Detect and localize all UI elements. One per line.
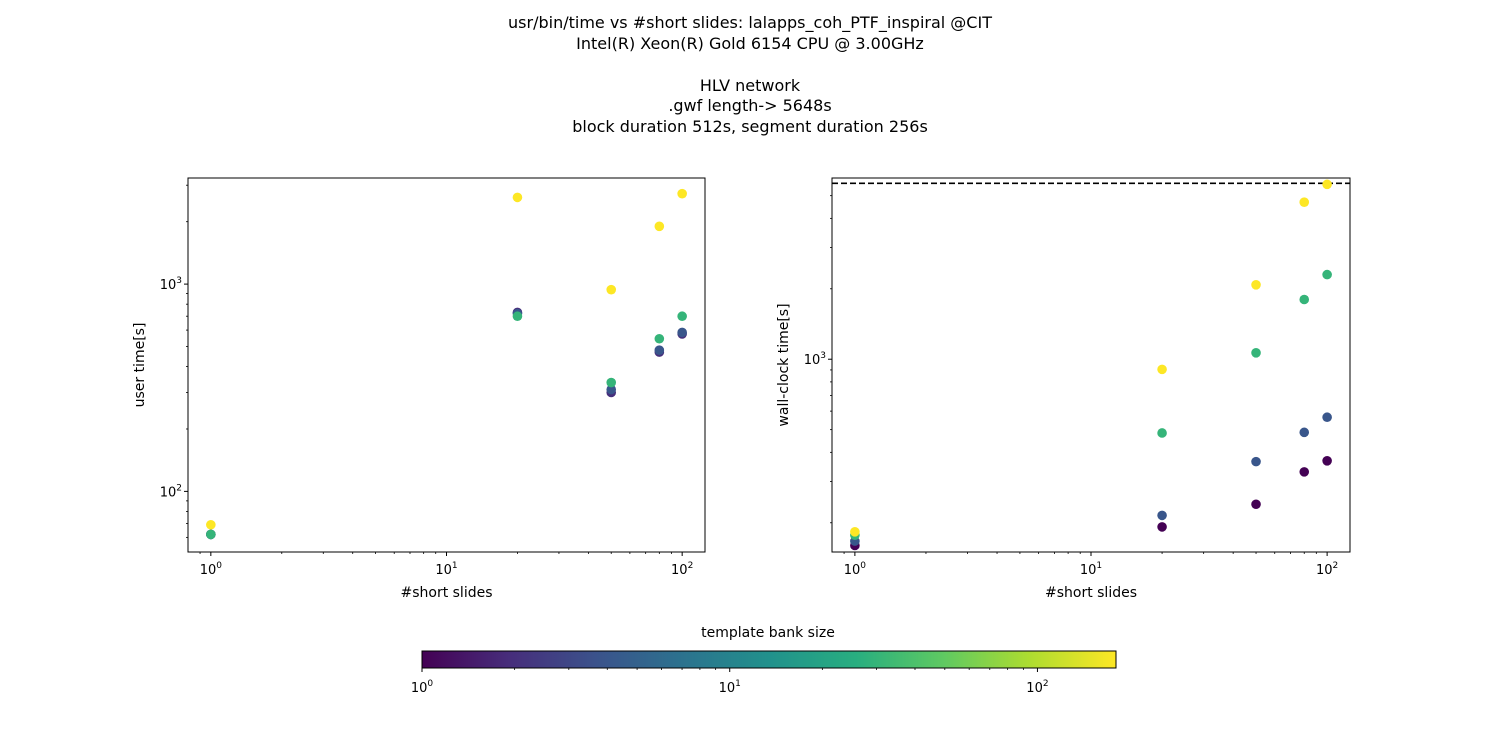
x-axis-label: #short slides bbox=[1045, 585, 1137, 601]
data-point bbox=[1322, 179, 1332, 190]
x-tick-label: 102 bbox=[671, 561, 693, 578]
data-point bbox=[206, 529, 216, 540]
data-point bbox=[1299, 197, 1310, 207]
data-point bbox=[512, 192, 523, 203]
data-points bbox=[206, 188, 687, 540]
data-point bbox=[654, 221, 665, 232]
data-point bbox=[1157, 364, 1167, 375]
x-tick-label: 102 bbox=[1316, 561, 1338, 578]
colorbar-tick-label: 100 bbox=[411, 679, 434, 696]
colorbar-ticks: 100 101 102 bbox=[411, 668, 1049, 696]
data-point bbox=[1322, 412, 1332, 423]
title-line-1: usr/bin/time vs #short slides: lalapps_c… bbox=[508, 13, 992, 33]
data-point bbox=[1251, 456, 1261, 467]
data-point bbox=[1157, 510, 1167, 521]
data-point bbox=[1251, 499, 1261, 510]
figure-title: usr/bin/time vs #short slides: lalapps_c… bbox=[508, 13, 992, 136]
data-point bbox=[1157, 428, 1167, 438]
data-point bbox=[206, 519, 216, 530]
y-axis-label: user time[s] bbox=[132, 323, 148, 408]
y-tick-label: 103 bbox=[160, 276, 182, 293]
title-line-6: block duration 512s, segment duration 25… bbox=[572, 117, 928, 136]
data-point bbox=[850, 526, 860, 537]
colorbar-tick-label: 102 bbox=[1026, 679, 1048, 696]
data-points bbox=[850, 179, 1332, 551]
data-point bbox=[677, 311, 687, 322]
y-tick-label: 103 bbox=[804, 351, 826, 368]
wall-clock-panel: 100 101 102 103 #short slides wall-clock time… bbox=[776, 177, 1351, 601]
x-axis-label: #short slides bbox=[400, 585, 492, 601]
data-point bbox=[1299, 467, 1310, 477]
data-point bbox=[1322, 456, 1332, 466]
data-point bbox=[512, 311, 523, 322]
data-point bbox=[677, 327, 687, 338]
y-tick-label: 102 bbox=[160, 483, 182, 500]
data-point bbox=[606, 377, 617, 388]
data-point bbox=[654, 345, 665, 355]
x-tick-label: 101 bbox=[435, 561, 457, 578]
data-point bbox=[1299, 294, 1310, 305]
colorbar-gradient bbox=[421, 650, 1117, 669]
axes-frame bbox=[187, 177, 706, 553]
title-line-5: .gwf length-> 5648s bbox=[668, 96, 831, 115]
minor-ticks bbox=[830, 195, 1317, 554]
data-point bbox=[1299, 427, 1310, 438]
user-time-panel: 100 101 102 102 103 #short slides user time[s] bbox=[132, 177, 706, 601]
data-point bbox=[654, 333, 665, 344]
colorbar-tick-label: 101 bbox=[719, 679, 741, 696]
x-tick-label: 100 bbox=[200, 561, 223, 578]
y-axis-label: wall-clock time[s] bbox=[776, 303, 792, 426]
axes-frame bbox=[831, 177, 1351, 553]
data-point bbox=[1157, 522, 1167, 532]
colorbar: template bank size 100 101 102 bbox=[411, 625, 1117, 696]
data-point bbox=[677, 188, 687, 199]
title-line-4: HLV network bbox=[700, 76, 801, 95]
data-point bbox=[1251, 280, 1261, 290]
minor-ticks bbox=[186, 184, 672, 554]
title-line-2: Intel(R) Xeon(R) Gold 6154 CPU @ 3.00GHz bbox=[576, 34, 924, 53]
colorbar-label: template bank size bbox=[701, 625, 835, 641]
data-point bbox=[606, 284, 617, 295]
data-point bbox=[1251, 348, 1261, 358]
x-tick-label: 100 bbox=[844, 561, 867, 578]
data-point bbox=[606, 384, 617, 395]
data-point bbox=[1322, 269, 1332, 280]
x-tick-label: 101 bbox=[1080, 561, 1102, 578]
